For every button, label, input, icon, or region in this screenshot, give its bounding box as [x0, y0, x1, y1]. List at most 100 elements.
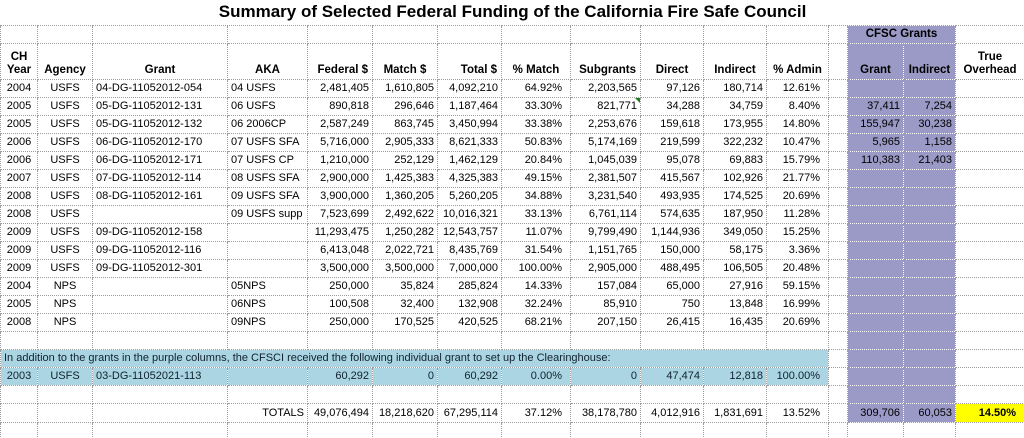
spacer-cell[interactable]: [828, 204, 848, 224]
cell[interactable]: 322,232: [703, 132, 767, 152]
cell[interactable]: 65,000: [640, 276, 704, 296]
cell[interactable]: 47,474: [640, 366, 704, 386]
column-header-federal[interactable]: Federal $: [307, 42, 373, 80]
empty-cell[interactable]: [437, 330, 502, 350]
cell[interactable]: 574,635: [640, 204, 704, 224]
cell[interactable]: 16.99%: [766, 294, 829, 314]
cell[interactable]: 06NPS: [227, 294, 308, 314]
cell[interactable]: 97,126: [640, 78, 704, 98]
cell[interactable]: 6,761,114: [570, 204, 641, 224]
empty-cell[interactable]: [954, 24, 1024, 44]
spacer-cell[interactable]: [828, 168, 848, 188]
cell[interactable]: 2005: [0, 294, 38, 314]
cell[interactable]: 250,000: [307, 276, 373, 296]
empty-cell[interactable]: [903, 330, 956, 350]
empty-cell[interactable]: [227, 421, 308, 438]
cell[interactable]: USFS: [37, 114, 93, 134]
cell[interactable]: 2009: [0, 222, 38, 242]
cell[interactable]: [954, 222, 1024, 242]
empty-cell[interactable]: [37, 24, 93, 44]
cell[interactable]: 187,950: [703, 204, 767, 224]
empty-cell[interactable]: [227, 24, 308, 44]
cell[interactable]: 2,587,249: [307, 114, 373, 134]
cell[interactable]: 110,383: [847, 150, 904, 170]
empty-cell[interactable]: [307, 330, 373, 350]
cell[interactable]: [92, 294, 228, 314]
cell[interactable]: 14.33%: [501, 276, 571, 296]
cell[interactable]: 2003: [0, 366, 38, 386]
cell[interactable]: 5,174,169: [570, 132, 641, 152]
cell[interactable]: NPS: [37, 312, 93, 332]
empty-cell[interactable]: [37, 384, 93, 404]
cell[interactable]: 4,012,916: [640, 402, 704, 423]
cell[interactable]: 12,543,757: [437, 222, 502, 242]
cell[interactable]: 2008: [0, 204, 38, 224]
cell[interactable]: [847, 258, 904, 278]
cell[interactable]: 0: [372, 366, 438, 386]
cell[interactable]: 252,129: [372, 150, 438, 170]
spacer-cell[interactable]: [828, 186, 848, 206]
cell[interactable]: [847, 204, 904, 224]
cell[interactable]: 85,910: [570, 294, 641, 314]
cell[interactable]: [847, 78, 904, 98]
empty-cell[interactable]: [570, 330, 641, 350]
cell[interactable]: 2004: [0, 78, 38, 98]
cell[interactable]: 2,381,507: [570, 168, 641, 188]
spacer-cell[interactable]: [828, 421, 848, 438]
empty-cell[interactable]: [37, 330, 93, 350]
empty-cell[interactable]: [0, 402, 38, 423]
cell[interactable]: 04 USFS: [227, 78, 308, 98]
cell[interactable]: 2,022,721: [372, 240, 438, 260]
cell[interactable]: 34.88%: [501, 186, 571, 206]
cell[interactable]: 95,078: [640, 150, 704, 170]
cell[interactable]: 20.48%: [766, 258, 829, 278]
cell[interactable]: 170,525: [372, 312, 438, 332]
cell[interactable]: 09-DG-11052012-116: [92, 240, 228, 260]
cell[interactable]: 64.92%: [501, 78, 571, 98]
cell[interactable]: [847, 222, 904, 242]
cell[interactable]: 06 USFS: [227, 96, 308, 116]
cell[interactable]: [903, 78, 956, 98]
column-header-agency[interactable]: Agency: [37, 42, 93, 80]
empty-cell[interactable]: [703, 421, 767, 438]
column-header-cfsc-grant[interactable]: Grant: [847, 42, 904, 80]
empty-cell[interactable]: [903, 384, 956, 404]
column-header-total[interactable]: Total $: [437, 42, 502, 80]
cell[interactable]: 38,178,780: [570, 402, 641, 423]
cell[interactable]: USFS: [37, 204, 93, 224]
cell[interactable]: 33.30%: [501, 96, 571, 116]
cell[interactable]: 2,905,000: [570, 258, 641, 278]
cell[interactable]: USFS: [37, 168, 93, 188]
cell[interactable]: 32.24%: [501, 294, 571, 314]
empty-cell[interactable]: [372, 421, 438, 438]
cell[interactable]: USFS: [37, 186, 93, 206]
cell[interactable]: 21,403: [903, 150, 956, 170]
cell[interactable]: 50.83%: [501, 132, 571, 152]
cell[interactable]: 08-DG-11052012-161: [92, 186, 228, 206]
cell[interactable]: 174,525: [703, 186, 767, 206]
cell[interactable]: [954, 168, 1024, 188]
cell[interactable]: 20.84%: [501, 150, 571, 170]
cell[interactable]: 1,360,205: [372, 186, 438, 206]
cell[interactable]: 100.00%: [501, 258, 571, 278]
cell[interactable]: [903, 204, 956, 224]
cell[interactable]: 3,500,000: [307, 258, 373, 278]
cell[interactable]: 415,567: [640, 168, 704, 188]
empty-cell[interactable]: [437, 421, 502, 438]
cell[interactable]: 4,092,210: [437, 78, 502, 98]
spacer-cell[interactable]: [828, 114, 848, 134]
empty-cell[interactable]: [372, 330, 438, 350]
cell[interactable]: 32,400: [372, 294, 438, 314]
cell[interactable]: 890,818: [307, 96, 373, 116]
empty-cell[interactable]: [372, 24, 438, 44]
cell[interactable]: [954, 114, 1024, 134]
cell[interactable]: 09-DG-11052012-158: [92, 222, 228, 242]
empty-cell[interactable]: [954, 330, 1024, 350]
cell[interactable]: [954, 240, 1024, 260]
cell[interactable]: 8,621,333: [437, 132, 502, 152]
cell[interactable]: 5,260,205: [437, 186, 502, 206]
empty-cell[interactable]: [0, 24, 38, 44]
cell[interactable]: [847, 186, 904, 206]
cell[interactable]: 0.00%: [501, 366, 571, 386]
cell[interactable]: USFS: [37, 150, 93, 170]
